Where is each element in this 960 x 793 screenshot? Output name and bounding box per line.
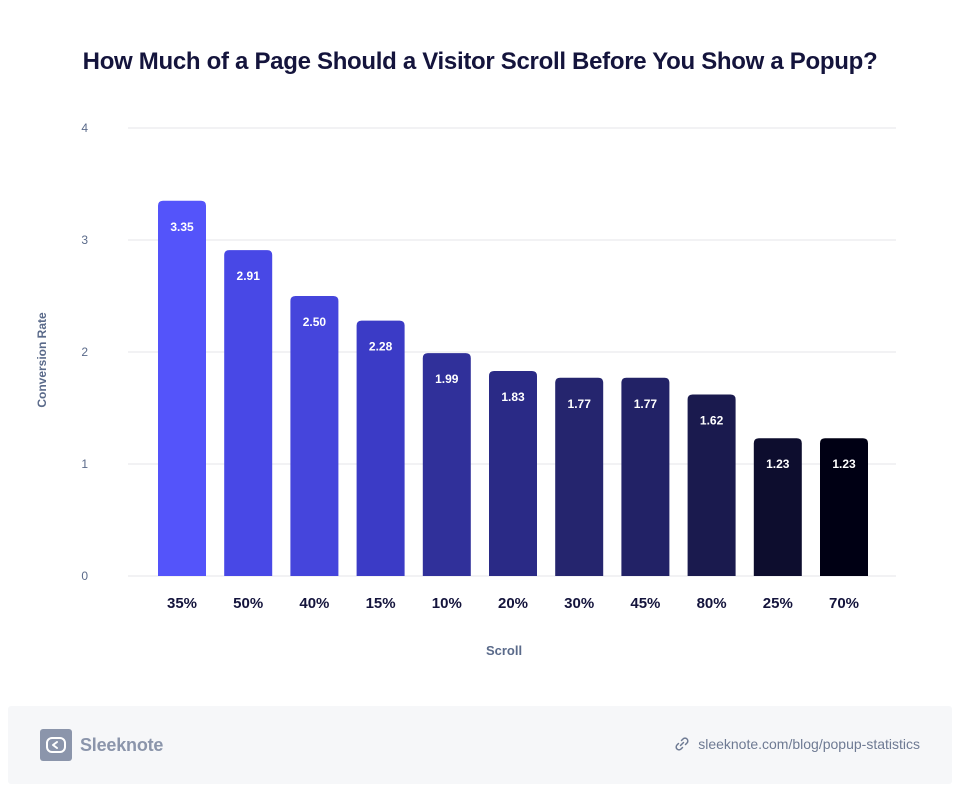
bar-value-label: 2.91 <box>237 269 261 283</box>
bar-80%[interactable] <box>687 394 736 576</box>
x-tick-label: 70% <box>829 595 859 612</box>
link-icon <box>675 737 689 751</box>
bar-25%[interactable] <box>753 438 802 576</box>
bar-value-labels: 3.35 2.91 2.50 2.28 1.99 1.83 1.77 1.77 1.62 1.23… <box>170 220 856 471</box>
bar-value-label: 1.77 <box>634 397 658 411</box>
source-link[interactable]: sleeknote.com/blog/popup-statistics <box>674 736 920 752</box>
x-tick-label: 40% <box>299 595 329 612</box>
bar-15%[interactable] <box>356 320 405 576</box>
bar-value-label: 1.23 <box>766 457 790 471</box>
x-tick-label: 30% <box>564 595 594 612</box>
x-tick-label: 45% <box>630 595 660 612</box>
x-tick-label: 15% <box>366 595 396 612</box>
y-tick-label: 2 <box>81 345 88 359</box>
bar-value-label: 2.50 <box>303 315 327 329</box>
x-axis-ticks: 35% 50% 40% 15% 10% 20% 30% 45% 80% 25% 70% <box>167 595 859 612</box>
y-tick-label: 3 <box>81 233 88 247</box>
bar-50%[interactable] <box>224 250 273 576</box>
y-tick-label: 0 <box>81 569 88 583</box>
y-axis-ticks: 0 1 2 3 4 <box>81 121 88 583</box>
bar-30%[interactable] <box>555 377 604 576</box>
x-axis-label: Scroll <box>486 643 522 658</box>
bars <box>158 200 868 577</box>
bar-value-label: 1.77 <box>568 397 592 411</box>
y-axis-label: Conversion Rate <box>35 312 49 408</box>
bar-value-label: 3.35 <box>170 220 194 234</box>
chart-title: How Much of a Page Should a Visitor Scro… <box>82 48 878 75</box>
bar-10%[interactable] <box>422 353 471 576</box>
brand[interactable]: Sleeknote <box>40 729 163 761</box>
source-url: sleeknote.com/blog/popup-statistics <box>698 736 920 752</box>
x-tick-label: 10% <box>432 595 462 612</box>
bar-value-label: 2.28 <box>369 340 393 354</box>
bar-value-label: 1.83 <box>501 390 525 404</box>
y-tick-label: 1 <box>81 457 88 471</box>
bar-value-label: 1.23 <box>832 457 856 471</box>
x-tick-label: 25% <box>763 595 793 612</box>
bar-chart: 0 1 2 3 4 3.35 2.91 2.50 2.28 1.99 1.83 1.77 1.77 1.… <box>35 121 896 658</box>
sleeknote-logo-icon <box>40 729 72 761</box>
bar-40%[interactable] <box>290 296 339 576</box>
bar-35%[interactable] <box>158 200 206 577</box>
bar-45%[interactable] <box>621 377 670 576</box>
bar-20%[interactable] <box>489 371 537 576</box>
bar-70%[interactable] <box>820 438 868 576</box>
x-tick-label: 50% <box>233 595 263 612</box>
brand-name: Sleeknote <box>80 734 164 755</box>
x-tick-label: 80% <box>697 595 727 612</box>
footer: Sleeknote sleeknote.com/blog/popup-stati… <box>8 706 952 784</box>
x-tick-label: 20% <box>498 595 528 612</box>
bar-value-label: 1.62 <box>700 414 724 428</box>
x-tick-label: 35% <box>167 595 197 612</box>
y-tick-label: 4 <box>81 121 88 135</box>
bar-value-label: 1.99 <box>435 372 459 386</box>
